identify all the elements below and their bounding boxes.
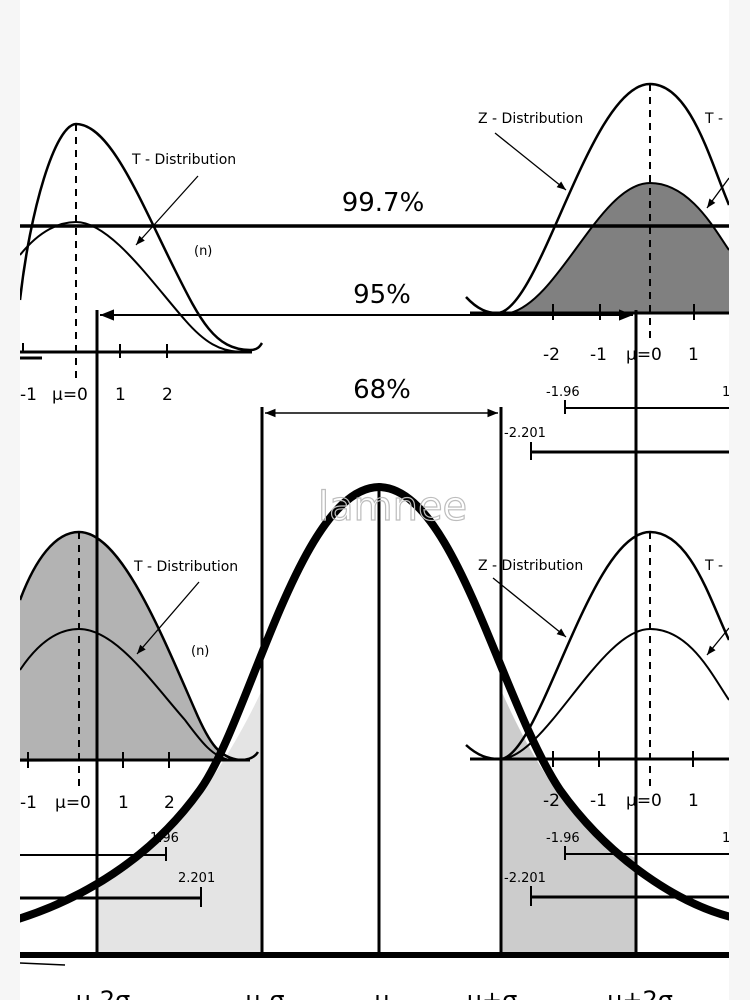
inset-tl-tick-1: μ=0 <box>52 385 88 405</box>
inset-br-tick-3: 1 <box>688 791 699 811</box>
watermark: lamnee <box>318 484 467 530</box>
label-997: 99.7% <box>342 188 425 218</box>
inset-tr-tick-2: μ=0 <box>626 345 662 365</box>
inset-tl-tick-3: 2 <box>162 385 173 405</box>
label-mu-plus-2sigma: μ+2σ <box>607 986 673 1000</box>
inset-tr-label: Z - Distribution <box>478 111 583 127</box>
inset-br-crit-t: -2.201 <box>504 871 546 886</box>
baseline-shadow <box>20 962 66 966</box>
inset-top-right <box>465 82 729 460</box>
label-mu: μ <box>374 986 389 1000</box>
label-95: 95% <box>353 280 411 310</box>
main-normal-curve <box>20 482 729 923</box>
inset-tr-tick-3: 1 <box>688 345 699 365</box>
inset-br-crit-z-right: 1 <box>722 831 730 846</box>
inset-tl-n: (n) <box>194 244 212 259</box>
inset-tr-crit-z: -1.96 <box>546 385 580 400</box>
label-mu-minus-sigma: μ-σ <box>245 986 284 1000</box>
inset-bl-tick-0: -1 <box>20 793 37 813</box>
inset-bl-tick-2: 1 <box>118 793 129 813</box>
inset-bottom-left <box>20 530 260 907</box>
inset-tr-tick-0: -2 <box>543 345 560 365</box>
inset-bl-n: (n) <box>191 644 209 659</box>
inset-br-tick-0: -2 <box>543 791 560 811</box>
inset-bottom-right <box>465 530 729 906</box>
label-68: 68% <box>353 375 411 405</box>
inset-tr-crit-t: -2.201 <box>504 426 546 441</box>
paper-background <box>20 0 729 1000</box>
inset-br-t-label: T - <box>704 558 723 574</box>
label-mu-minus-2sigma: μ-2σ <box>76 986 130 1000</box>
inset-br-tick-2: μ=0 <box>626 791 662 811</box>
inset-tr-t-label: T - <box>704 111 723 127</box>
inset-tl-tick-2: 1 <box>115 385 126 405</box>
label-mu-plus-sigma: μ+σ <box>467 986 518 1000</box>
inset-tr-tick-1: -1 <box>590 345 607 365</box>
shade-right-tail <box>501 690 636 955</box>
inset-bl-label: T - Distribution <box>133 559 238 575</box>
inset-tl-label: T - Distribution <box>131 152 236 168</box>
inset-br-crit-z: -1.96 <box>546 831 580 846</box>
inset-tl-tick-0: -1 <box>20 385 37 405</box>
inset-bl-tick-1: μ=0 <box>55 793 91 813</box>
inset-bl-tick-3: 2 <box>164 793 175 813</box>
inset-br-tick-1: -1 <box>590 791 607 811</box>
inset-br-label: Z - Distribution <box>478 558 583 574</box>
inset-bl-crit-t: 2.201 <box>178 871 215 886</box>
inset-tr-crit-z-right: 1 <box>722 385 730 400</box>
shade-left-tail <box>97 690 262 955</box>
